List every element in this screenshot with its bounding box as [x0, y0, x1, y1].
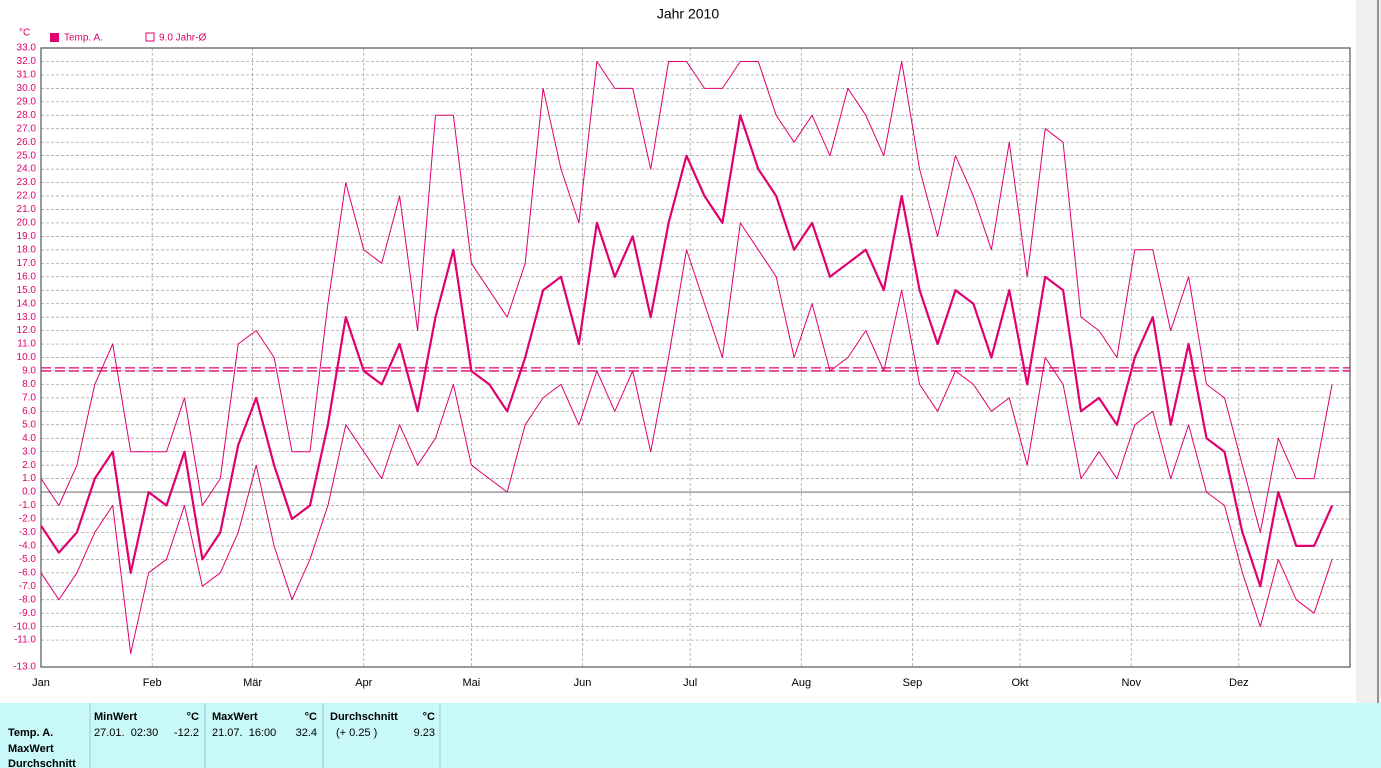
y-tick-label: 27.0 — [17, 123, 37, 134]
series-line — [40, 114, 1334, 588]
y-tick-label: 19.0 — [17, 231, 37, 242]
y-tick-label: 24.0 — [17, 164, 37, 175]
y-tick-label: 20.0 — [17, 218, 37, 229]
cell: 9.23 — [414, 727, 435, 739]
x-tick-label: Sep — [903, 677, 923, 689]
legend-swatch — [145, 32, 155, 42]
cell: -12.2 — [174, 727, 199, 739]
row-label: Temp. A. — [8, 727, 53, 739]
x-tick-label: Jul — [683, 677, 697, 689]
y-tick-label: 7.0 — [22, 393, 36, 404]
y-tick-label: -4.0 — [19, 541, 37, 552]
row-label: Durchschnitt — [8, 758, 76, 768]
y-tick-label: -9.0 — [19, 608, 37, 619]
y-tick-label: 25.0 — [17, 150, 37, 161]
y-tick-label: 26.0 — [17, 137, 37, 148]
cell: 21.07. 16:00 — [212, 727, 276, 739]
y-tick-label: 12.0 — [17, 325, 37, 336]
x-tick-label: Mai — [462, 677, 480, 689]
y-tick-label: 33.0 — [17, 43, 37, 54]
cell: 27.01. 02:30 — [94, 727, 158, 739]
y-unit: °C — [19, 28, 30, 39]
plot-frame — [40, 47, 1351, 668]
y-tick-label: 8.0 — [22, 379, 36, 390]
y-tick-label: 22.0 — [17, 191, 37, 202]
chart-title: Jahr 2010 — [657, 6, 719, 22]
x-tick-label: Aug — [792, 677, 812, 689]
x-tick-label: Dez — [1229, 677, 1249, 689]
y-tick-label: -13.0 — [13, 662, 36, 673]
header: MinWert — [94, 711, 138, 723]
legend-swatch — [50, 33, 59, 42]
y-tick-label: 15.0 — [17, 285, 37, 296]
series-line — [40, 222, 1333, 654]
y-tick-label: 31.0 — [17, 70, 37, 81]
x-tick-label: Feb — [143, 677, 162, 689]
y-tick-label: -6.0 — [19, 567, 37, 578]
y-tick-label: 2.0 — [22, 460, 36, 471]
y-tick-label: 9.0 — [22, 366, 36, 377]
y-tick-label: 11.0 — [17, 339, 36, 350]
y-tick-label: 23.0 — [17, 177, 37, 188]
y-tick-label: -5.0 — [19, 554, 37, 565]
y-tick-label: 16.0 — [17, 271, 37, 282]
y-tick-label: 1.0 — [22, 473, 36, 484]
x-tick-label: Jun — [574, 677, 592, 689]
header: °C — [423, 711, 435, 723]
x-tick-label: Mär — [243, 677, 262, 689]
row-label: MaxWert — [8, 743, 54, 755]
header: °C — [187, 711, 199, 723]
legend-label: 9.0 Jahr-Ø — [159, 33, 206, 44]
y-tick-label: 21.0 — [17, 204, 37, 215]
y-tick-label: 6.0 — [22, 406, 36, 417]
y-tick-label: -3.0 — [19, 527, 37, 538]
y-tick-label: 5.0 — [22, 419, 36, 430]
header: MaxWert — [212, 711, 258, 723]
x-tick-label: Nov — [1121, 677, 1141, 689]
y-tick-label: 32.0 — [17, 56, 37, 67]
y-tick-label: 10.0 — [17, 352, 37, 363]
y-tick-label: 4.0 — [22, 433, 36, 444]
side-strip — [1356, 0, 1381, 703]
header: °C — [305, 711, 317, 723]
y-tick-label: 0.0 — [22, 487, 36, 498]
y-tick-label: -2.0 — [19, 514, 37, 525]
legend-label: Temp. A. — [64, 33, 103, 44]
y-tick-label: -8.0 — [19, 594, 37, 605]
y-tick-label: -11.0 — [14, 635, 36, 646]
x-tick-label: Okt — [1011, 677, 1028, 689]
x-tick-label: Apr — [355, 677, 372, 689]
stats-panel — [0, 703, 1381, 768]
x-tick-label: Jan — [32, 677, 50, 689]
cell: (+ 0.25 ) — [336, 727, 377, 739]
y-tick-label: 30.0 — [17, 83, 37, 94]
y-tick-label: 13.0 — [17, 312, 37, 323]
series-line — [40, 61, 1333, 533]
y-tick-label: -1.0 — [19, 500, 37, 511]
y-tick-label: 29.0 — [17, 96, 37, 107]
cell: 32.4 — [296, 727, 317, 739]
y-tick-label: 18.0 — [17, 244, 37, 255]
y-tick-label: 14.0 — [17, 298, 37, 309]
y-tick-label: 28.0 — [17, 110, 37, 121]
header: Durchschnitt — [330, 711, 398, 723]
y-tick-label: 17.0 — [17, 258, 37, 269]
y-tick-label: 3.0 — [22, 446, 36, 457]
y-tick-label: -10.0 — [13, 621, 36, 632]
y-tick-label: -7.0 — [19, 581, 37, 592]
